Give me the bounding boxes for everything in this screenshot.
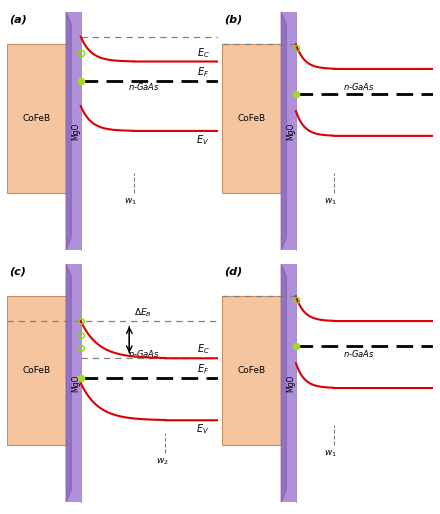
- Text: $E_V$: $E_V$: [196, 422, 209, 436]
- Text: (d): (d): [224, 267, 242, 277]
- Text: CoFeB: CoFeB: [22, 114, 51, 123]
- Bar: [7, 296, 66, 445]
- Bar: [281, 264, 296, 502]
- Bar: [222, 44, 281, 193]
- Polygon shape: [66, 264, 71, 502]
- Text: $w_1$: $w_1$: [324, 449, 337, 460]
- Polygon shape: [281, 264, 286, 502]
- Text: $w_1$: $w_1$: [124, 197, 137, 207]
- Text: $w_1$: $w_1$: [324, 197, 337, 207]
- Text: (b): (b): [224, 14, 242, 24]
- Bar: [281, 12, 296, 250]
- Text: MgO: MgO: [71, 374, 80, 392]
- Bar: [66, 264, 81, 502]
- Text: MgO: MgO: [286, 374, 295, 392]
- Text: $E_V$: $E_V$: [196, 133, 209, 146]
- Text: CoFeB: CoFeB: [238, 366, 266, 375]
- Text: $E_C$: $E_C$: [197, 342, 209, 356]
- Text: CoFeB: CoFeB: [22, 366, 51, 375]
- Bar: [7, 44, 66, 193]
- Text: $E_C$: $E_C$: [197, 46, 209, 60]
- Text: $n$-GaAs: $n$-GaAs: [343, 81, 375, 92]
- Bar: [66, 12, 81, 250]
- Polygon shape: [281, 12, 286, 250]
- Text: $E_F$: $E_F$: [198, 66, 209, 79]
- Text: (a): (a): [9, 14, 27, 24]
- Text: $\Delta E_B$: $\Delta E_B$: [133, 306, 151, 319]
- Text: $n$-GaAs: $n$-GaAs: [128, 348, 160, 359]
- Bar: [222, 296, 281, 445]
- Text: MgO: MgO: [71, 122, 80, 140]
- Polygon shape: [66, 12, 71, 250]
- Text: $w_2$: $w_2$: [156, 456, 169, 467]
- Text: $n$-GaAs: $n$-GaAs: [343, 348, 375, 359]
- Text: MgO: MgO: [286, 122, 295, 140]
- Text: $E_F$: $E_F$: [198, 362, 209, 376]
- Text: $n$-GaAs: $n$-GaAs: [128, 81, 160, 92]
- Text: CoFeB: CoFeB: [238, 114, 266, 123]
- Text: (c): (c): [9, 267, 26, 277]
